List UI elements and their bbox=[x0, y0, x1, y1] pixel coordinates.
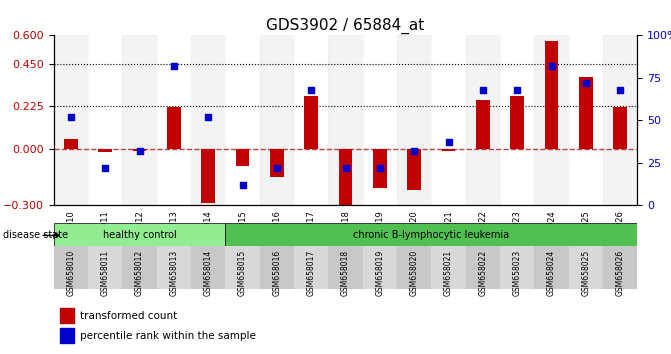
Bar bbox=[201, 149, 215, 204]
Bar bbox=[466, 35, 500, 205]
Text: GSM658010: GSM658010 bbox=[66, 250, 75, 296]
Point bbox=[237, 182, 248, 188]
Text: GSM658015: GSM658015 bbox=[238, 250, 247, 296]
Text: GSM658012: GSM658012 bbox=[135, 250, 144, 296]
Text: GSM658024: GSM658024 bbox=[547, 250, 556, 296]
Point bbox=[66, 114, 76, 120]
Bar bbox=[534, 246, 569, 289]
FancyBboxPatch shape bbox=[225, 223, 637, 248]
Bar bbox=[613, 107, 627, 149]
Bar bbox=[122, 35, 157, 205]
Text: GSM658021: GSM658021 bbox=[444, 250, 453, 296]
Bar bbox=[373, 149, 386, 188]
Bar bbox=[157, 246, 191, 289]
Text: disease state: disease state bbox=[3, 230, 68, 240]
Bar bbox=[328, 246, 363, 289]
Point bbox=[100, 165, 111, 171]
Bar bbox=[167, 107, 180, 149]
Text: transformed count: transformed count bbox=[80, 311, 177, 321]
Bar bbox=[431, 35, 466, 205]
Bar bbox=[236, 149, 250, 166]
Text: percentile rank within the sample: percentile rank within the sample bbox=[80, 331, 256, 341]
Bar bbox=[157, 35, 191, 205]
Bar bbox=[54, 35, 88, 205]
Point bbox=[203, 114, 213, 120]
Text: GSM658020: GSM658020 bbox=[410, 250, 419, 296]
Bar bbox=[500, 35, 534, 205]
Bar bbox=[88, 35, 122, 205]
Bar bbox=[397, 35, 431, 205]
Bar bbox=[225, 35, 260, 205]
Bar bbox=[339, 149, 352, 215]
Bar bbox=[569, 246, 603, 289]
Bar bbox=[88, 246, 122, 289]
Bar bbox=[191, 35, 225, 205]
Point bbox=[444, 139, 454, 145]
Bar bbox=[294, 35, 328, 205]
Bar bbox=[133, 149, 146, 150]
Bar bbox=[122, 246, 157, 289]
Bar bbox=[270, 149, 284, 177]
Bar bbox=[260, 246, 294, 289]
Text: GSM658014: GSM658014 bbox=[204, 250, 213, 296]
Text: GSM658022: GSM658022 bbox=[478, 250, 487, 296]
Bar bbox=[579, 77, 592, 149]
Title: GDS3902 / 65884_at: GDS3902 / 65884_at bbox=[266, 18, 425, 34]
Bar bbox=[99, 149, 112, 153]
Bar bbox=[64, 139, 78, 149]
Text: GSM658013: GSM658013 bbox=[169, 250, 178, 296]
Point bbox=[512, 87, 523, 93]
Point bbox=[168, 63, 179, 69]
FancyBboxPatch shape bbox=[54, 223, 225, 248]
Bar bbox=[511, 96, 524, 149]
Point bbox=[306, 87, 317, 93]
Bar bbox=[466, 246, 500, 289]
Bar bbox=[294, 246, 328, 289]
Bar bbox=[260, 35, 294, 205]
Text: GSM658023: GSM658023 bbox=[513, 250, 522, 296]
Bar bbox=[397, 246, 431, 289]
Point bbox=[478, 87, 488, 93]
Bar bbox=[442, 149, 456, 150]
Point bbox=[580, 80, 591, 86]
Point bbox=[546, 63, 557, 69]
Bar bbox=[225, 246, 260, 289]
Bar bbox=[603, 246, 637, 289]
Bar bbox=[363, 246, 397, 289]
Bar bbox=[407, 149, 421, 190]
Text: GSM658019: GSM658019 bbox=[375, 250, 384, 296]
Text: GSM658018: GSM658018 bbox=[341, 250, 350, 296]
Text: GSM658017: GSM658017 bbox=[307, 250, 316, 296]
Bar bbox=[500, 246, 534, 289]
Bar bbox=[476, 99, 490, 149]
Bar bbox=[328, 35, 363, 205]
Point bbox=[409, 148, 419, 154]
Bar bbox=[60, 328, 74, 343]
Text: GSM658026: GSM658026 bbox=[616, 250, 625, 296]
Text: chronic B-lymphocytic leukemia: chronic B-lymphocytic leukemia bbox=[354, 230, 509, 240]
Bar bbox=[60, 308, 74, 323]
Bar bbox=[54, 246, 88, 289]
Text: healthy control: healthy control bbox=[103, 230, 176, 240]
Point bbox=[374, 165, 385, 171]
Bar bbox=[534, 35, 569, 205]
Bar bbox=[305, 96, 318, 149]
Point bbox=[615, 87, 625, 93]
Bar bbox=[363, 35, 397, 205]
Bar bbox=[191, 246, 225, 289]
Bar bbox=[431, 246, 466, 289]
Point bbox=[134, 148, 145, 154]
Bar bbox=[545, 41, 558, 149]
Point bbox=[340, 165, 351, 171]
Bar bbox=[603, 35, 637, 205]
Point bbox=[272, 165, 282, 171]
Text: GSM658016: GSM658016 bbox=[272, 250, 281, 296]
Text: GSM658025: GSM658025 bbox=[582, 250, 590, 296]
Bar bbox=[569, 35, 603, 205]
Text: GSM658011: GSM658011 bbox=[101, 250, 109, 296]
